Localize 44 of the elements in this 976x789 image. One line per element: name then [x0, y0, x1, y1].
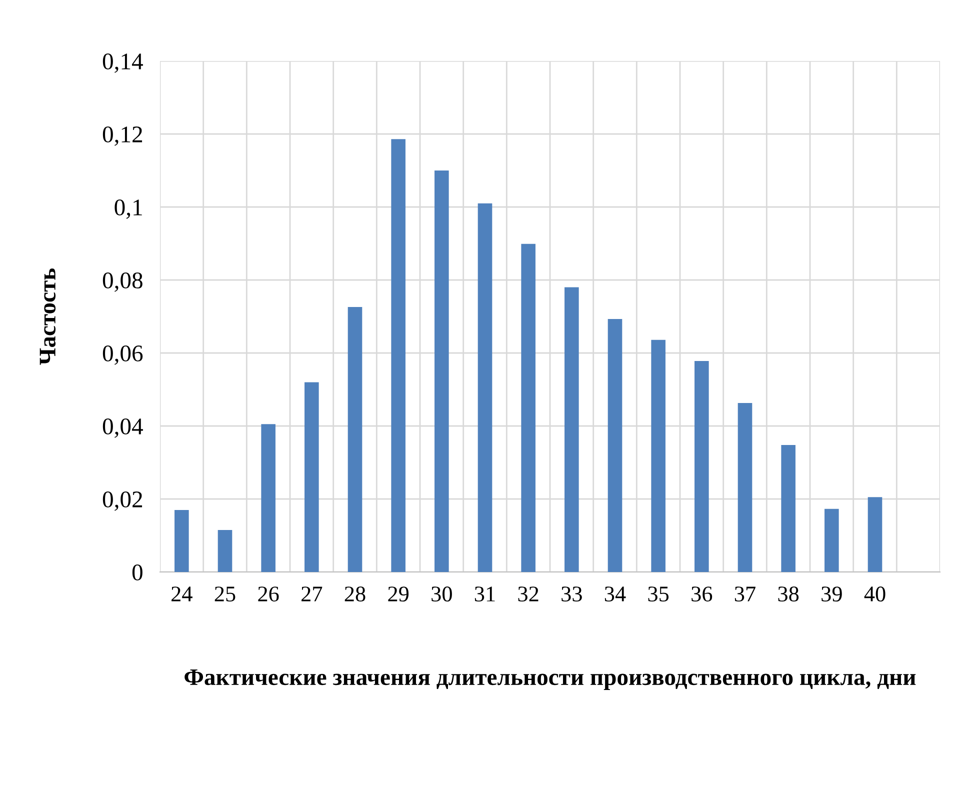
bar [348, 307, 362, 572]
bar [738, 403, 752, 572]
x-tick-label: 30 [432, 586, 452, 602]
y-tick-label: 0,12 [102, 126, 142, 146]
y-tick-label: 0,14 [102, 53, 143, 73]
x-tick-label: 39 [822, 586, 842, 602]
y-tick-label: 0,08 [102, 272, 142, 292]
x-tick-label: 40 [864, 586, 886, 602]
bar [781, 444, 796, 572]
x-tick-label: 28 [344, 586, 366, 602]
x-tick-label: 26 [258, 586, 279, 602]
bar [521, 244, 536, 572]
bar [218, 530, 232, 572]
x-tick-label: 29 [388, 586, 409, 602]
bar [434, 170, 449, 572]
bar [304, 382, 319, 572]
bar [608, 319, 622, 572]
y-tick-label: 0,02 [102, 491, 142, 511]
x-tick-label: 31 [474, 586, 495, 602]
bar [391, 139, 406, 572]
bar [478, 203, 492, 572]
y-tick-label: 0 [132, 564, 142, 580]
x-axis-title: Фактические значения длительности производственного цикла, дни [184, 669, 916, 690]
x-tick-label: 36 [692, 586, 712, 602]
x-tick-label: 38 [778, 586, 799, 602]
y-tick-label: 0,1 [114, 199, 142, 219]
x-tick-label: 33 [562, 586, 582, 602]
bar [564, 287, 579, 572]
bar [868, 497, 882, 572]
x-tick-label: 35 [648, 586, 669, 602]
y-tick-label: 0,06 [102, 345, 143, 365]
x-tick-label: 32 [518, 586, 538, 602]
bar [694, 361, 709, 572]
x-tick-label: 27 [302, 586, 322, 602]
y-tick-label: 0,04 [102, 418, 143, 438]
x-tick-label: 25 [214, 586, 236, 602]
bar [651, 340, 666, 572]
x-tick-label: 34 [604, 586, 626, 602]
bar [174, 510, 189, 572]
x-tick-label: 37 [734, 586, 756, 602]
x-tick-label: 24 [172, 586, 192, 602]
bar [824, 508, 839, 572]
bar [261, 424, 276, 572]
y-axis-title: Частость [40, 268, 56, 365]
